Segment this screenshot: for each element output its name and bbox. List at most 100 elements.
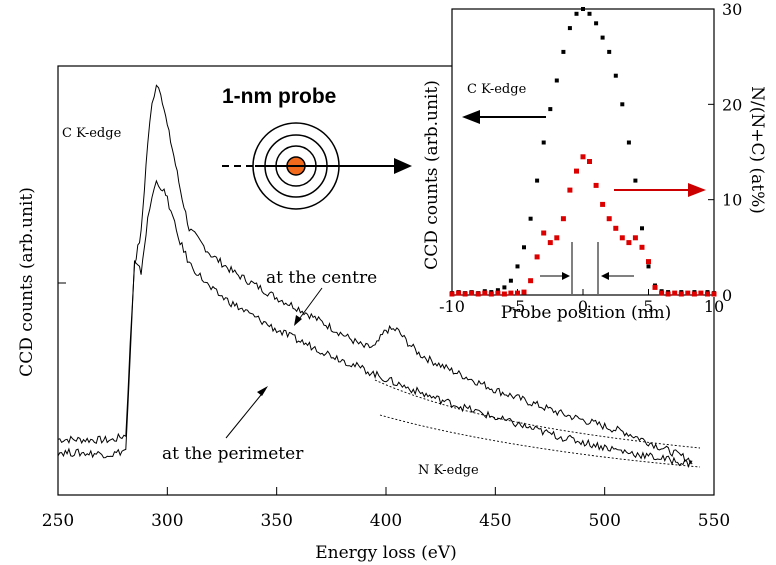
inset-data-point — [587, 11, 592, 16]
inset-data-point — [567, 187, 573, 193]
main-x-ticks: 250 300 350 400 450 500 550 — [42, 487, 730, 531]
centre-background-dotted-line — [374, 379, 701, 449]
inset-y-tick-label: 20 — [722, 95, 742, 114]
n-k-edge-label: N K-edge — [418, 463, 479, 478]
inset-data-point — [600, 35, 605, 40]
inset-data-point — [574, 11, 579, 16]
inset-data-point — [711, 291, 717, 297]
probe-label: 1-nm probe — [222, 85, 336, 108]
inset-data-point — [528, 278, 534, 284]
inset-y-tick-label: 30 — [722, 0, 742, 19]
inset-data-point — [482, 290, 488, 296]
inset-data-point — [600, 201, 606, 207]
probe-scan-arrow — [222, 158, 412, 174]
inset-data-point — [535, 178, 540, 183]
main-x-tick-label: 550 — [698, 511, 730, 531]
inset-data-point — [580, 154, 586, 160]
main-series-group — [57, 84, 693, 469]
inset-data-point — [639, 244, 645, 250]
inset-x-ticks: -10 -5 0 5 10 — [439, 289, 724, 316]
inset-data-point — [646, 259, 651, 265]
main-x-tick-label: 400 — [370, 511, 402, 531]
inset-data-point — [626, 240, 632, 246]
inset-data-point — [541, 140, 546, 145]
inset-data-point — [632, 235, 638, 241]
inset-y-ticks: 0 10 20 30 — [708, 0, 742, 305]
main-x-tick-label: 500 — [588, 511, 620, 531]
inset-left-arrow — [462, 110, 546, 124]
inset-data-point — [554, 235, 560, 241]
inset-data-point — [488, 291, 494, 297]
inset-data-point — [560, 216, 566, 222]
inset-data-point — [547, 240, 553, 246]
inset-series-group — [449, 7, 717, 297]
inset-data-point — [462, 291, 468, 297]
inset-data-point — [593, 182, 599, 188]
centre-callout-arrow — [294, 287, 323, 326]
inset-data-point — [522, 245, 526, 250]
inset-data-point — [456, 290, 462, 296]
inset-x-tick-label: -5 — [510, 297, 526, 316]
inset-data-point — [515, 290, 520, 296]
inset-data-point — [691, 291, 697, 297]
inset-data-point — [640, 226, 644, 231]
inset-data-point — [541, 230, 547, 236]
inset-data-point — [521, 289, 527, 295]
inset-data-point — [495, 288, 500, 293]
centre-label: at the centre — [266, 268, 377, 288]
inset-data-point — [705, 291, 710, 297]
inset-left-y-axis-label: CCD counts (arb.unit) — [422, 80, 442, 270]
inset-data-point — [613, 225, 619, 231]
inset-y-tick-label: 10 — [722, 191, 742, 210]
inset-data-point — [469, 290, 475, 296]
inset-data-point — [534, 254, 540, 260]
inset-data-point — [607, 49, 612, 54]
inset-x-tick-label: -10 — [439, 297, 465, 316]
inset-data-point — [508, 290, 514, 296]
inset-data-point — [626, 140, 631, 145]
inset-x-tick-label: 0 — [578, 297, 588, 316]
main-x-tick-label: 250 — [42, 511, 74, 531]
inset-data-point — [613, 73, 618, 78]
main-x-axis-label: Energy loss (eV) — [315, 543, 457, 563]
inset-c-k-edge-label: C K-edge — [467, 82, 527, 97]
main-x-tick-label: 350 — [260, 511, 292, 531]
inset-data-point — [698, 290, 704, 296]
c-k-edge-label: C K-edge — [62, 126, 122, 141]
inset-data-point — [652, 284, 658, 290]
inset-data-point — [508, 278, 513, 283]
inset-data-point — [581, 7, 585, 11]
inset-x-tick-label: 5 — [643, 297, 653, 316]
inset-right-y-axis-label: N/(N+C) (at%) — [747, 86, 767, 214]
inset-data-point — [619, 235, 625, 241]
inset-x-tick-label: 10 — [704, 297, 724, 316]
inset-y-tick-label: 0 — [722, 286, 732, 305]
inset-data-point — [665, 291, 671, 297]
inset-data-point — [574, 168, 579, 174]
perimeter-label: at the perimeter — [162, 444, 304, 464]
main-series-line — [57, 179, 693, 469]
inset-x-axis-label: Probe position (nm) — [501, 303, 672, 323]
inset-data-point — [495, 290, 501, 296]
inset-data-point — [502, 285, 507, 290]
inset-data-point — [646, 264, 651, 269]
inset-data-point — [449, 291, 455, 297]
perimeter-callout-arrow — [225, 386, 268, 439]
main-x-tick-label: 300 — [151, 511, 183, 531]
inset-data-point — [567, 26, 572, 31]
perimeter-background-dotted-line — [379, 414, 701, 468]
inset-data-point — [672, 290, 678, 296]
inset-data-point — [561, 49, 566, 54]
inset-data-point — [620, 102, 625, 107]
inset-data-point — [587, 159, 592, 164]
inset-data-point — [528, 216, 533, 221]
inset-background — [452, 7, 716, 297]
inset-data-point — [548, 107, 553, 112]
inset-data-point — [475, 291, 481, 297]
inset-data-point — [606, 216, 612, 222]
main-y-axis-label: CCD counts (arb.unit) — [17, 187, 37, 377]
inset-data-point — [515, 264, 520, 269]
inset-data-point — [685, 290, 691, 296]
inset-width-markers — [540, 242, 634, 294]
